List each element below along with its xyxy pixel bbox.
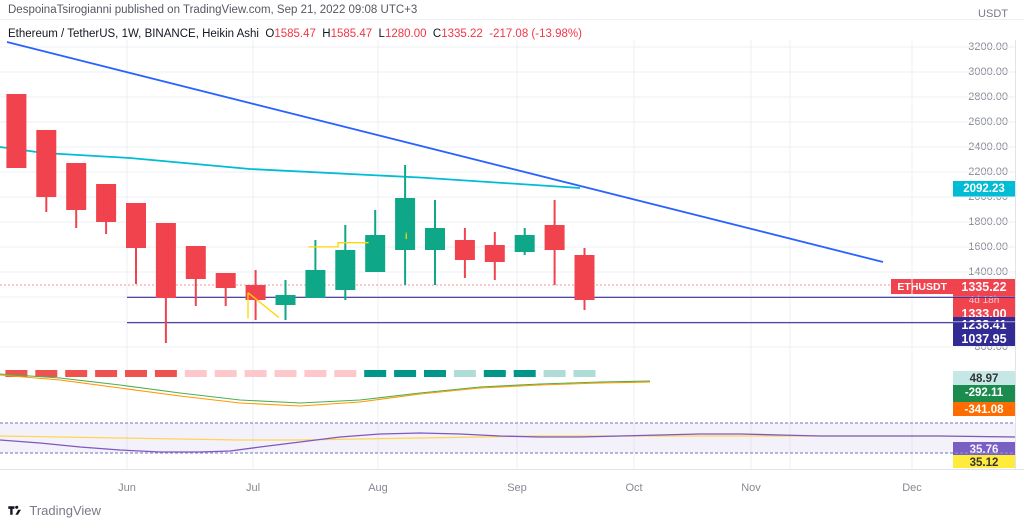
- svg-text:i: i: [405, 231, 408, 241]
